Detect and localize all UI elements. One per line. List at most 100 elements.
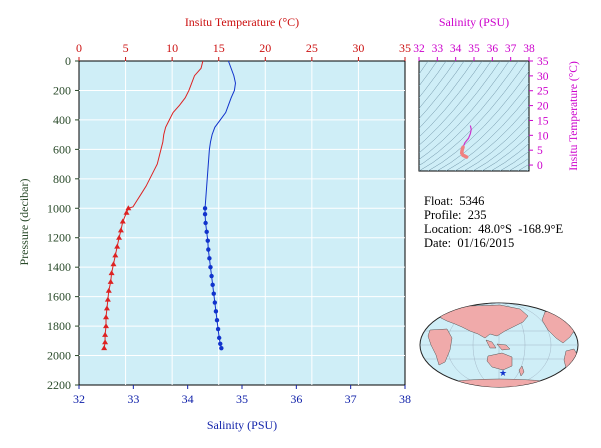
density-contour (499, 150, 529, 171)
density-contour (419, 61, 483, 138)
salinity-point (210, 282, 215, 288)
ts-salinity-tick-label: 37 (505, 43, 517, 55)
temperature-point (102, 339, 109, 345)
density-contour (419, 61, 429, 75)
ts-series (459, 125, 472, 159)
salinity-point (211, 291, 216, 296)
ts-temperature-tick-label: 35 (537, 56, 549, 68)
ts-temperature-tick-label: 30 (537, 71, 549, 83)
salinity-tick-label: 34 (182, 392, 194, 406)
temperature-point (108, 270, 115, 276)
main-plot-area (78, 60, 406, 386)
temperature-point (114, 243, 121, 249)
pressure-tick-label: 1000 (47, 201, 71, 215)
ts-temperature-tick-label: 0 (537, 160, 543, 172)
salinity-point (205, 238, 210, 243)
salinity-point (207, 256, 212, 261)
pressure-axis-title: Pressure (decibar) (17, 179, 31, 266)
salinity-point (219, 345, 224, 351)
ts-plot-area (418, 60, 530, 172)
salinity-point (204, 229, 209, 235)
density-contour (419, 61, 465, 120)
salinity-tick-label: 36 (290, 392, 302, 406)
float-location-marker: ★ (499, 368, 507, 378)
pressure-tick-label: 1400 (47, 260, 71, 274)
salinity-tick-label: 35 (236, 392, 248, 406)
pressure-tick-label: 1200 (47, 231, 71, 245)
ts-temperature-tick-label: 15 (537, 115, 549, 127)
pressure-tick-label: 0 (65, 54, 71, 68)
salinity-tick-label: 33 (127, 392, 139, 406)
density-contour (419, 61, 474, 129)
pressure-tick-label: 800 (53, 172, 71, 186)
ts-temperature-tick-label: 25 (537, 86, 549, 98)
temperature-point (101, 345, 108, 351)
temperature-tick-label: 20 (259, 41, 271, 55)
temperature-point (103, 314, 110, 320)
ts-salinity-tick-label: 36 (487, 43, 499, 55)
float-id: Float: 5346 (424, 194, 485, 208)
density-contour (490, 143, 529, 171)
temperature-tick-label: 25 (306, 41, 318, 55)
pressure-tick-label: 2200 (47, 378, 71, 392)
salinity-point (218, 341, 223, 346)
density-contour (427, 70, 529, 171)
density-contour (419, 61, 510, 160)
temperature-point (104, 296, 111, 302)
density-contour (419, 61, 528, 171)
temperature-point (105, 287, 112, 293)
temperature-point (102, 331, 109, 337)
ts-salinity-tick-label: 32 (413, 43, 425, 55)
main-grid (79, 61, 405, 385)
temperature-tick-label: 15 (213, 41, 225, 55)
pressure-tick-label: 600 (53, 142, 71, 156)
salinity-axis-title: Salinity (PSU) (207, 418, 277, 432)
temperature-point (103, 323, 110, 329)
temperature-axis-title: Insitu Temperature (°C) (185, 15, 299, 29)
salinity-tick-label: 37 (345, 392, 357, 406)
ts-curve-deep (459, 145, 469, 159)
ts-salinity-tick-label: 35 (468, 43, 480, 55)
density-contour (454, 105, 529, 171)
salinity-point (202, 206, 208, 211)
temperature-point (112, 252, 119, 258)
main-axes: 0 5 10 15 20 25 30 35 0 200 400 600 800 1000 1200 1400 1… (47, 41, 411, 406)
density-contour (472, 125, 529, 171)
date: Date: 01/16/2015 (424, 236, 515, 250)
salinity-point (202, 211, 208, 217)
temperature-tick-label: 5 (123, 41, 129, 55)
ts-temperature-tick-label: 5 (537, 145, 543, 157)
temperature-point (110, 261, 117, 267)
density-contour (419, 61, 492, 146)
pressure-tick-label: 1800 (47, 319, 71, 333)
temperature-point (107, 278, 114, 284)
salinity-point (206, 247, 211, 252)
ts-salinity-tick-label: 33 (432, 43, 444, 55)
temperature-point (116, 234, 123, 240)
salinity-tick-label: 38 (399, 392, 411, 406)
location: Location: 48.0°S -168.9°E (424, 222, 564, 236)
salinity-point (214, 318, 220, 323)
temperature-profile-line (103, 60, 204, 349)
temperature-tick-label: 0 (76, 41, 82, 55)
profile-number: Profile: 235 (424, 208, 487, 222)
temperature-point (123, 209, 130, 215)
pressure-tick-label: 1600 (47, 290, 71, 304)
salinity-point (203, 220, 208, 226)
temperature-point (117, 227, 124, 233)
density-contour (445, 94, 529, 171)
salinity-point (216, 335, 222, 341)
pressure-tick-label: 400 (53, 113, 71, 127)
temperature-point (125, 205, 132, 211)
temperature-point (103, 305, 110, 311)
pressure-tick-label: 200 (53, 83, 71, 97)
ts-temperature-title: Insitu Temperature (°C) (568, 61, 580, 171)
density-contour (481, 134, 529, 171)
temperature-tick-label: 30 (352, 41, 364, 55)
salinity-tick-label: 32 (73, 392, 85, 406)
ts-temperature-tick-label: 20 (537, 101, 549, 113)
ts-salinity-title: Salinity (PSU) (439, 15, 509, 29)
density-contour (463, 116, 529, 171)
ts-curve (462, 125, 472, 148)
